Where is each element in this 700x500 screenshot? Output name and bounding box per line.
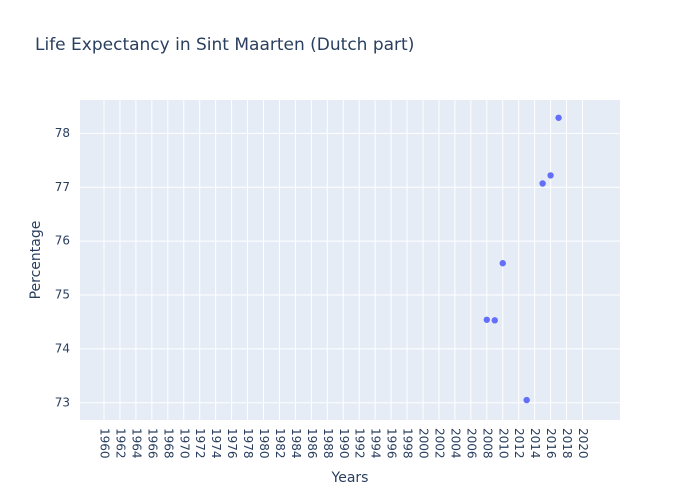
y-tick-label: 75 [55,288,70,302]
x-tick-label: 2000 [417,428,431,459]
x-tick-labels: 1960 1962 1964 1966 1968 1970 1972 1974 1976 1978… [98,428,591,459]
x-tick-label: 1988 [321,428,335,459]
x-tick-label: 2018 [560,428,574,459]
x-tick-label: 2010 [496,428,510,459]
x-tick-label: 2002 [432,428,446,459]
x-tick-label: 1966 [145,428,159,459]
x-tick-label: 1962 [113,428,127,459]
x-tick-label: 1992 [353,428,367,459]
plot-area [80,100,620,420]
data-point[interactable] [523,396,530,404]
x-tick-label: 1996 [385,428,399,459]
y-tick-label: 73 [55,395,70,409]
y-axis-title: Percentage [28,221,44,300]
x-tick-label: 2014 [528,428,542,459]
y-tick-label: 74 [55,341,70,355]
x-tick-label: 1984 [289,428,303,459]
x-axis-title: Years [331,470,369,486]
x-tick-label: 1976 [225,428,239,459]
data-points [483,114,562,404]
chart-title: Life Expectancy in Sint Maarten (Dutch p… [35,35,414,55]
x-tick-label: 1998 [401,428,415,459]
y-tick-labels: 73 74 75 76 77 78 [55,126,70,409]
y-tick-label: 78 [55,126,70,140]
x-tick-label: 1968 [161,428,175,459]
x-tick-label: 2008 [480,428,494,459]
x-tick-label: 2006 [464,428,478,459]
x-tick-label: 1994 [369,428,383,459]
data-point[interactable] [483,316,490,323]
x-tick-label: 1960 [98,428,112,459]
data-point[interactable] [491,317,498,324]
x-tick-label: 2016 [544,428,558,459]
y-tick-label: 77 [55,180,70,194]
data-point[interactable] [539,180,546,187]
data-point[interactable] [555,114,562,121]
x-tick-label: 2004 [448,428,462,459]
x-tick-label: 1978 [241,428,255,459]
x-tick-label: 1970 [177,428,191,459]
x-tick-label: 1990 [337,428,351,459]
x-tick-label: 1964 [129,428,143,459]
x-tick-label: 1986 [305,428,319,459]
grid-lines [80,100,620,420]
x-tick-label: 1972 [193,428,207,459]
x-tick-label: 1982 [273,428,287,459]
x-tick-label: 1974 [209,428,223,459]
x-tick-label: 2020 [576,428,590,459]
x-tick-label: 1980 [257,428,271,459]
x-tick-label: 2012 [512,428,526,459]
y-tick-label: 76 [55,234,70,248]
data-point[interactable] [547,172,554,179]
data-point[interactable] [499,260,506,267]
